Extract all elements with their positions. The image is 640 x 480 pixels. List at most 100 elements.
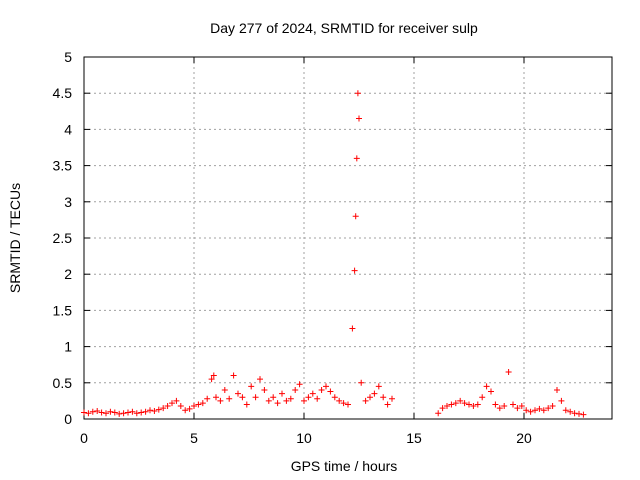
data-point xyxy=(448,401,455,408)
data-point xyxy=(292,387,299,394)
data-point xyxy=(444,402,450,409)
data-point xyxy=(554,387,560,394)
grid-lines xyxy=(84,57,612,419)
data-point xyxy=(327,388,334,395)
data-point xyxy=(235,390,241,397)
data-point xyxy=(142,408,149,415)
data-point xyxy=(349,325,356,332)
data-point xyxy=(283,397,290,404)
data-point xyxy=(371,390,378,397)
y-axis-label: SRMTID / TECUs xyxy=(7,183,23,293)
data-point xyxy=(356,115,362,122)
data-point xyxy=(549,402,556,409)
y-tick-label: 0 xyxy=(64,411,72,427)
data-point xyxy=(567,408,574,415)
data-point xyxy=(571,410,578,417)
data-point xyxy=(532,407,538,414)
data-point xyxy=(558,397,565,404)
data-point xyxy=(457,397,464,404)
data-point xyxy=(151,408,158,415)
data-point xyxy=(510,401,516,408)
y-tick-label: 2 xyxy=(64,266,72,282)
data-point xyxy=(545,405,552,412)
data-point xyxy=(120,410,127,417)
data-point xyxy=(116,410,123,417)
x-tick-label: 0 xyxy=(80,430,88,446)
series-points xyxy=(81,90,587,418)
plot-frame xyxy=(83,56,613,420)
data-point xyxy=(492,401,499,408)
data-point xyxy=(191,402,197,409)
data-point xyxy=(274,400,281,407)
data-point xyxy=(261,387,268,394)
data-point xyxy=(204,395,211,402)
data-point xyxy=(352,213,359,220)
data-point xyxy=(435,410,442,417)
data-point xyxy=(479,394,486,401)
y-tick-label: 4 xyxy=(64,121,72,137)
data-point xyxy=(208,376,215,383)
data-point xyxy=(182,407,189,414)
data-point xyxy=(213,394,219,401)
y-tick-label: 0.5 xyxy=(53,375,73,391)
data-point xyxy=(265,397,272,404)
data-point xyxy=(309,390,316,397)
axis-ticks: 0 0.5 1 1.5 2 2.5 3 3.5 4 4.5 5 0 5 10 15 20 xyxy=(53,49,612,446)
data-point xyxy=(217,397,224,404)
data-point xyxy=(518,402,525,409)
y-tick-label: 4.5 xyxy=(53,85,73,101)
data-point xyxy=(226,395,233,402)
data-point xyxy=(173,397,180,404)
data-point xyxy=(85,410,92,417)
data-point xyxy=(452,400,459,407)
x-axis-label: GPS time / hours xyxy=(291,458,398,474)
data-point xyxy=(94,408,101,415)
data-point xyxy=(580,411,587,418)
data-point xyxy=(439,405,446,412)
data-point xyxy=(257,376,263,383)
data-point xyxy=(576,410,582,417)
data-point xyxy=(210,372,217,379)
y-tick-label: 3.5 xyxy=(53,158,73,174)
data-point xyxy=(367,394,373,401)
data-point xyxy=(243,401,250,408)
data-point xyxy=(239,394,246,401)
data-point xyxy=(314,395,321,402)
data-point xyxy=(270,394,277,401)
data-point xyxy=(336,397,343,404)
data-point xyxy=(279,390,285,397)
data-point xyxy=(125,409,131,416)
data-point xyxy=(155,406,162,413)
data-point xyxy=(354,90,361,97)
y-tick-label: 1 xyxy=(64,339,72,355)
data-point xyxy=(527,408,534,415)
data-point xyxy=(318,387,325,394)
data-point xyxy=(340,400,347,407)
data-point xyxy=(301,397,307,404)
data-point xyxy=(287,395,294,402)
data-point xyxy=(98,409,105,416)
data-point xyxy=(248,383,255,390)
y-tick-label: 5 xyxy=(64,49,72,65)
data-point xyxy=(221,387,228,394)
data-point xyxy=(305,394,312,401)
data-point xyxy=(488,388,494,395)
data-point xyxy=(177,402,184,409)
data-point xyxy=(501,402,508,409)
data-point xyxy=(362,397,369,404)
data-point xyxy=(103,410,109,417)
data-point xyxy=(353,155,360,162)
data-point xyxy=(523,407,530,414)
data-point xyxy=(164,402,171,409)
x-tick-label: 10 xyxy=(296,430,312,446)
data-point xyxy=(133,410,140,417)
data-point xyxy=(169,400,175,407)
y-tick-label: 1.5 xyxy=(53,302,73,318)
data-point xyxy=(230,372,237,379)
data-point xyxy=(252,394,259,401)
data-point xyxy=(351,267,358,274)
data-point xyxy=(380,394,387,401)
data-point xyxy=(111,409,118,416)
data-point xyxy=(331,394,338,401)
